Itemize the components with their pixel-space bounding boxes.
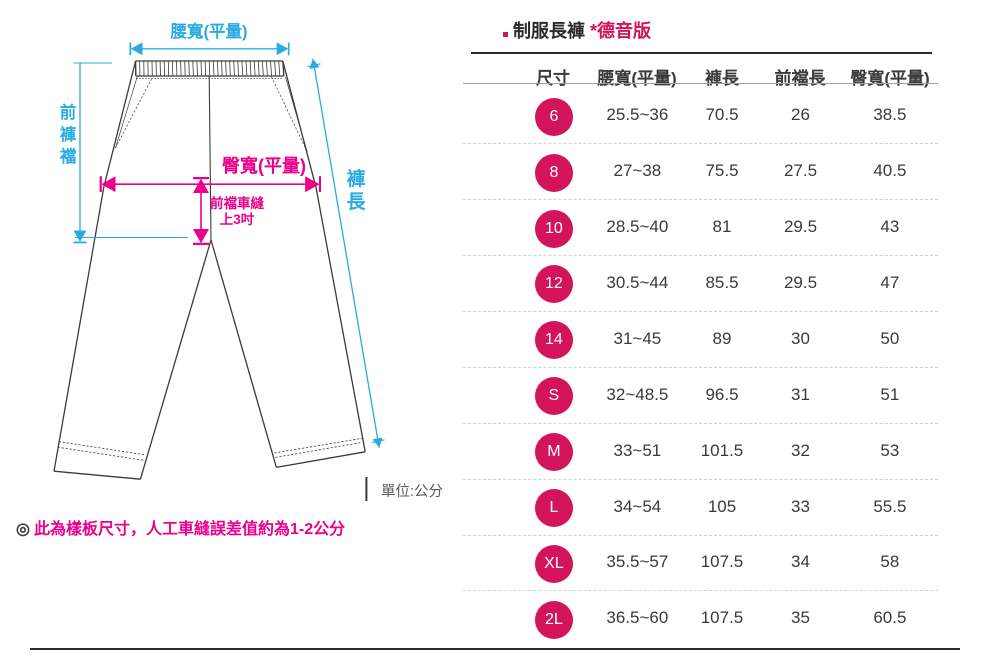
svg-text:上3吋: 上3吋	[220, 212, 255, 227]
svg-text:此為樣板尺寸，人工車縫誤差值約為1-2公分: 此為樣板尺寸，人工車縫誤差值約為1-2公分	[34, 519, 345, 538]
svg-text:褲: 褲	[346, 167, 365, 190]
svg-text:◎: ◎	[16, 521, 30, 538]
svg-text:褲: 褲	[60, 124, 77, 144]
svg-text:長: 長	[346, 191, 366, 213]
svg-text:臀寬(平量): 臀寬(平量)	[222, 155, 306, 176]
svg-text:單位:公分: 單位:公分	[381, 483, 443, 500]
svg-text:襠: 襠	[60, 146, 77, 166]
svg-text:前: 前	[60, 102, 77, 122]
svg-text:前襠車縫: 前襠車縫	[210, 195, 264, 211]
svg-text:腰寬(平量): 腰寬(平量)	[171, 21, 248, 41]
